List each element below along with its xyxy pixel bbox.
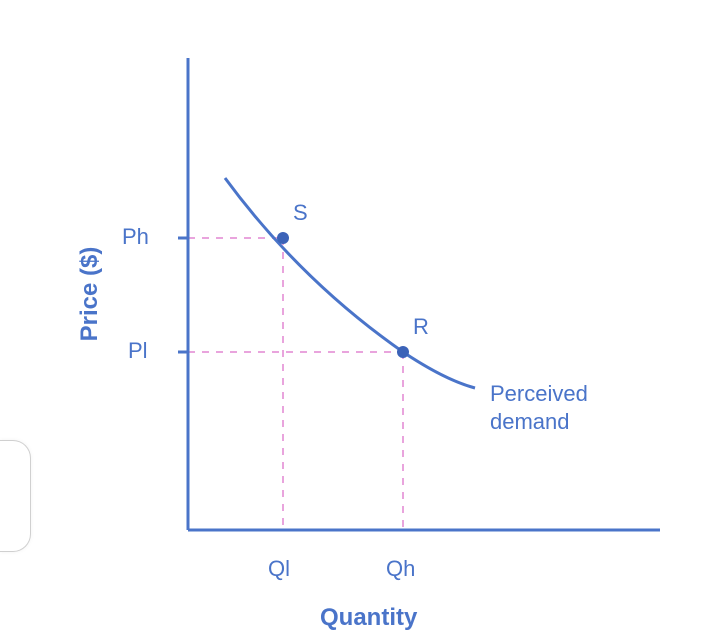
x-axis-label: Quantity [320, 604, 417, 632]
point-label-s: S [293, 200, 308, 226]
y-axis-label: Price ($) [76, 234, 104, 354]
ytick-ph: Ph [122, 224, 149, 250]
xtick-qh: Qh [386, 556, 415, 582]
left-edge-tab [0, 440, 31, 552]
point-label-r: R [413, 314, 429, 340]
demand-chart: Price ($) Quantity Ph Pl Ql Qh S R Perce… [0, 0, 720, 642]
curve-label-line1: Perceived [490, 380, 588, 408]
ytick-pl: Pl [128, 338, 148, 364]
xtick-ql: Ql [268, 556, 290, 582]
chart-svg [0, 0, 720, 642]
curve-label-line2: demand [490, 408, 588, 436]
curve-label: Perceived demand [490, 380, 588, 435]
